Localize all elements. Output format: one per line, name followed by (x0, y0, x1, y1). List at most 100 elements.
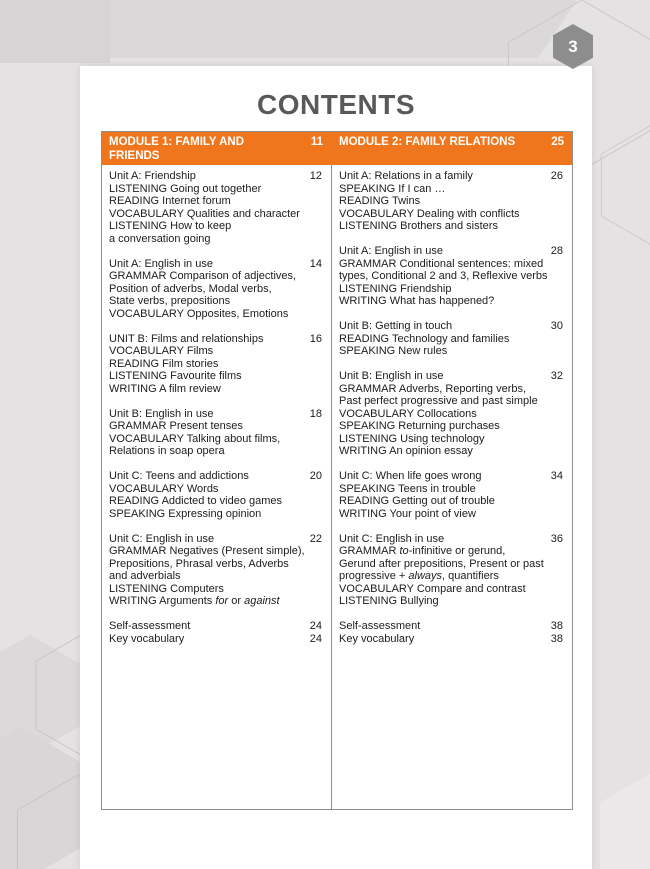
toc-line-page-number: 30 (550, 320, 563, 332)
toc-line-text: LISTENING Friendship (339, 282, 452, 295)
toc-line-page-number: 34 (550, 470, 563, 482)
toc-line-text: VOCABULARY Compare and contrast (339, 582, 526, 595)
toc-line-text: WRITING What has happened? (339, 295, 495, 307)
hexagon-fill-bottom-left-1 (0, 635, 82, 755)
toc-line: Relations in soap opera (109, 445, 322, 458)
toc-line: UNIT B: Films and relationships 16 (109, 333, 322, 346)
toc-line-text: LISTENING Brothers and sisters (339, 220, 498, 232)
toc-line: READING Technology and families (339, 333, 563, 346)
toc-line-text: a conversation going (109, 232, 211, 245)
toc-line: Unit A: English in use 14 (109, 258, 322, 271)
toc-line-text: SPEAKING Returning purchases (339, 420, 500, 432)
toc-line-text: SPEAKING If I can … (339, 182, 446, 195)
toc-line-text: SPEAKING New rules (339, 345, 448, 357)
toc-line-text: Prepositions, Phrasal verbs, Adverbs (109, 557, 289, 570)
toc-line: LISTENING Going out together (109, 183, 322, 196)
toc-line-page-number: 18 (309, 407, 322, 420)
module-1-body: Unit A: Friendship 12 LISTENING Going out … (102, 165, 331, 658)
toc-line: WRITING Your point of view (339, 508, 563, 521)
toc-line-text: VOCABULARY Films (109, 345, 214, 357)
toc-line: LISTENING Computers (109, 583, 322, 596)
toc-line-text: and adverbials (109, 570, 181, 582)
toc-line-text: Unit C: When life goes wrong (339, 470, 482, 482)
toc-line-text: LISTENING Going out together (109, 182, 262, 195)
toc-line-page-number: 24 (309, 632, 322, 645)
module-1-page-number: 11 (310, 136, 323, 148)
toc-line-text: SPEAKING Teens in trouble (339, 482, 476, 495)
toc-section: Self-assessment 38 Key vocabulary 38 (339, 620, 563, 645)
toc-line-text: GRAMMAR to-infinitive or gerund, (339, 545, 506, 557)
toc-line-text: SPEAKING Expressing opinion (109, 507, 262, 520)
toc-section: Unit B: Getting in touch 30 READING Techno… (339, 320, 563, 358)
toc-section: Unit A: English in use 14 GRAMMAR Comparis… (109, 258, 322, 321)
toc-line-text: Key vocabulary (339, 632, 415, 645)
toc-line: Unit A: Relations in a family 26 (339, 170, 563, 183)
toc-line-text: progressive + always, quantifiers (339, 570, 499, 582)
module-2-page-number: 25 (551, 136, 564, 148)
toc-line: SPEAKING If I can … (339, 183, 563, 196)
toc-line: Unit B: English in use 18 (109, 408, 322, 421)
toc-line: READING Getting out of trouble (339, 495, 563, 508)
toc-line-text: Key vocabulary (109, 632, 185, 645)
toc-line: SPEAKING Teens in trouble (339, 483, 563, 496)
toc-line: progressive + always, quantifiers (339, 570, 563, 583)
toc-section: Unit C: English in use 22 GRAMMAR Negative… (109, 533, 322, 608)
toc-line-text: Gerund after prepositions, Present or pa… (339, 557, 544, 570)
toc-line-page-number: 22 (309, 532, 322, 545)
toc-line: WRITING Arguments for or against (109, 595, 322, 608)
toc-line-page-number: 24 (309, 620, 322, 632)
toc-section: Unit A: Friendship 12 LISTENING Going out … (109, 170, 322, 245)
toc-line-text: WRITING Arguments for or against (109, 595, 280, 607)
toc-line-page-number: 12 (309, 170, 322, 182)
toc-line: Unit B: Getting in touch 30 (339, 320, 563, 333)
toc-line: SPEAKING Expressing opinion (109, 508, 322, 521)
page-number-badge: 3 (553, 24, 593, 69)
toc-line: Unit B: English in use 32 (339, 370, 563, 383)
toc-line-page-number: 36 (550, 532, 563, 545)
module-2-body: Unit A: Relations in a family 26 SPEAKING … (332, 165, 572, 658)
document-page: CONTENTS MODULE 1: FAMILY AND FRIENDS 11… (80, 66, 592, 869)
toc-line-text: VOCABULARY Talking about films, (109, 432, 281, 445)
toc-line: Prepositions, Phrasal verbs, Adverbs (109, 558, 322, 571)
toc-line-text: GRAMMAR Conditional sentences: mixed (339, 257, 544, 270)
background-corner-block (0, 0, 110, 63)
toc-line-page-number: 20 (309, 470, 322, 482)
toc-line: VOCABULARY Words (109, 483, 322, 496)
toc-line-text: Unit C: English in use (109, 532, 215, 545)
toc-line: LISTENING Using technology (339, 433, 563, 446)
toc-line-text: WRITING An opinion essay (339, 445, 473, 457)
toc-line-text: State verbs, prepositions (109, 295, 231, 307)
toc-line-text: LISTENING Bullying (339, 595, 439, 607)
toc-section: UNIT B: Films and relationships 16 VOCABUL… (109, 333, 322, 396)
toc-line: READING Twins (339, 195, 563, 208)
module-2-title: MODULE 2: FAMILY RELATIONS (339, 136, 516, 148)
toc-line: Unit A: Friendship 12 (109, 170, 322, 183)
toc-line-text: VOCABULARY Words (109, 482, 219, 495)
module-1-title: MODULE 1: FAMILY AND FRIENDS (109, 136, 245, 162)
toc-line: Key vocabulary 38 (339, 633, 563, 646)
toc-line: Self-assessment 38 (339, 620, 563, 633)
toc-line-page-number: 26 (550, 170, 563, 182)
toc-line: VOCABULARY Collocations (339, 408, 563, 421)
toc-line-text: Self-assessment (109, 620, 191, 632)
toc-line-text: GRAMMAR Present tenses (109, 420, 243, 432)
toc-section: Unit B: English in use 32 GRAMMAR Adverbs,… (339, 370, 563, 458)
toc-line: Position of adverbs, Modal verbs, (109, 283, 322, 296)
hexagon-outline-right (600, 125, 650, 245)
toc-line-text: GRAMMAR Comparison of adjectives, (109, 270, 297, 282)
module-1-header: MODULE 1: FAMILY AND FRIENDS 11 (102, 132, 331, 165)
toc-line-text: WRITING A film review (109, 382, 221, 395)
toc-line-text: VOCABULARY Collocations (339, 407, 477, 420)
toc-line: SPEAKING Returning purchases (339, 420, 563, 433)
toc-line-text: Unit C: English in use (339, 532, 445, 545)
toc-line: Self-assessment 24 (109, 620, 322, 633)
module-2-column: MODULE 2: FAMILY RELATIONS 25 Unit A: Re… (331, 132, 572, 809)
toc-line: GRAMMAR Conditional sentences: mixed (339, 258, 563, 271)
toc-line: GRAMMAR to-infinitive or gerund, (339, 545, 563, 558)
toc-section: Unit A: English in use 28 GRAMMAR Conditio… (339, 245, 563, 308)
toc-line-page-number: 32 (550, 370, 563, 382)
module-1-column: MODULE 1: FAMILY AND FRIENDS 11 Unit A: … (102, 132, 331, 809)
toc-line-text: VOCABULARY Opposites, Emotions (109, 307, 289, 320)
toc-line-text: VOCABULARY Qualities and character (109, 207, 300, 220)
toc-line-text: Unit C: Teens and addictions (109, 470, 249, 482)
